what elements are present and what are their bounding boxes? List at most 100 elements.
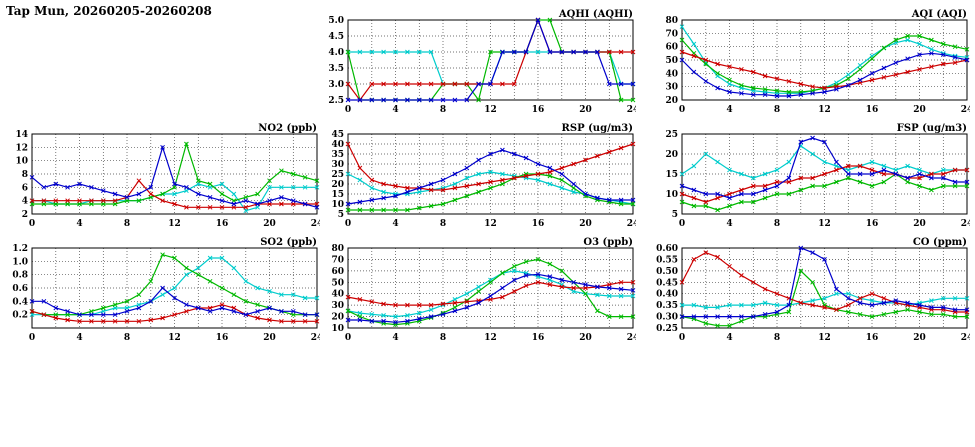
x-tick-label: 24 bbox=[311, 333, 320, 343]
x-tick-label: 24 bbox=[961, 219, 970, 229]
red-series-markers bbox=[345, 279, 636, 308]
y-tick-label: 70 bbox=[665, 29, 678, 39]
y-tick-label: 0.45 bbox=[656, 278, 678, 288]
x-tick-label: 0 bbox=[29, 219, 35, 229]
y-tick-label: 30 bbox=[665, 83, 678, 93]
x-tick-label: 16 bbox=[532, 219, 545, 229]
x-tick-label: 20 bbox=[913, 219, 926, 229]
x-tick-label: 20 bbox=[263, 219, 276, 229]
red-series-markers bbox=[29, 302, 320, 324]
y-tick-label: 40 bbox=[665, 69, 678, 79]
y-tick-label: 12 bbox=[15, 143, 28, 153]
so2-title: SO2 (ppb) bbox=[260, 237, 317, 248]
y-tick-label: 10 bbox=[15, 157, 28, 167]
chart-o3: 102030405060708004812162024O3 (ppb) bbox=[316, 236, 639, 348]
y-tick-label: 14 bbox=[15, 130, 28, 140]
y-tick-label: 5.0 bbox=[328, 16, 344, 26]
y-tick-label: 0.60 bbox=[656, 244, 678, 254]
x-tick-label: 24 bbox=[627, 219, 636, 229]
x-tick-label: 12 bbox=[484, 105, 497, 115]
y-tick-label: 30 bbox=[331, 301, 344, 311]
x-tick-label: 20 bbox=[263, 333, 276, 343]
fsp-title: FSP (ug/m3) bbox=[897, 123, 967, 134]
x-tick-label: 8 bbox=[440, 105, 446, 115]
aqi-plot-svg: 20 30 40 50 60 70 80 0 4 8 12 16 20 24 AQI (AQI) bbox=[665, 9, 973, 115]
y-tick-label: 4 bbox=[22, 197, 28, 207]
x-tick-label: 16 bbox=[866, 219, 879, 229]
y-tick-label: 40 bbox=[331, 290, 344, 300]
x-tick-label: 8 bbox=[124, 333, 130, 343]
chart-aqhi: 2.5 3.0 3.5 4.0 4.5 5.0 0 4 8 12 16 20 24 AQHI (AQHI) bbox=[316, 8, 639, 120]
x-tick-label: 20 bbox=[913, 333, 926, 343]
co-title: CO (ppm) bbox=[913, 237, 967, 248]
y-tick-label: 80 bbox=[665, 16, 678, 26]
y-tick-label: 0.8 bbox=[12, 271, 28, 281]
y-tick-label: 3.5 bbox=[328, 64, 344, 74]
aqhi-title: AQHI (AQHI) bbox=[558, 9, 633, 20]
x-tick-label: 8 bbox=[124, 219, 130, 229]
blue-series-markers bbox=[679, 135, 970, 201]
y-tick-label: 0.25 bbox=[656, 324, 678, 334]
x-tick-label: 12 bbox=[168, 219, 181, 229]
y-tick-label: 45 bbox=[331, 130, 344, 140]
x-tick-label: 0 bbox=[679, 219, 685, 229]
x-tick-label: 4 bbox=[392, 105, 398, 115]
red-series-markers bbox=[679, 250, 970, 315]
x-tick-label: 0 bbox=[345, 105, 351, 115]
y-tick-label: 0.50 bbox=[656, 267, 678, 277]
x-tick-label: 8 bbox=[774, 105, 780, 115]
no2-title: NO2 (ppb) bbox=[258, 123, 317, 134]
y-tick-label: 15 bbox=[665, 170, 678, 180]
green-series-markers bbox=[29, 141, 320, 207]
x-tick-label: 4 bbox=[392, 333, 398, 343]
plot-frame bbox=[347, 247, 634, 329]
x-tick-label: 12 bbox=[484, 219, 497, 229]
y-tick-label: 60 bbox=[665, 43, 678, 53]
x-tick-label: 4 bbox=[726, 333, 732, 343]
blue-series-markers bbox=[679, 245, 970, 319]
blue-series-markers bbox=[29, 144, 320, 210]
fsp-plot-svg: 5 10 15 20 25 0 4 8 12 16 20 24 FSP (ug/m3) bbox=[665, 123, 973, 229]
aqhi-plot-svg: 2.5 3.0 3.5 4.0 4.5 5.0 0 4 8 12 16 20 24 AQHI (AQHI) bbox=[328, 9, 639, 115]
x-tick-label: 24 bbox=[311, 219, 320, 229]
x-tick-label: 12 bbox=[818, 219, 831, 229]
red-series-markers bbox=[345, 141, 636, 193]
y-tick-label: 1.2 bbox=[12, 244, 28, 254]
chart-fsp: 5 10 15 20 25 0 4 8 12 16 20 24 FSP (ug/m3) bbox=[650, 122, 973, 234]
plot-frame bbox=[31, 133, 318, 215]
blue-series-markers bbox=[345, 271, 636, 325]
no2-plot-svg: 246810121404812162024NO2 (ppb) bbox=[15, 123, 323, 229]
y-tick-label: 8 bbox=[22, 170, 28, 180]
x-tick-label: 8 bbox=[440, 219, 446, 229]
y-tick-label: 0.6 bbox=[12, 284, 28, 294]
chart-so2: 0.2 0.4 0.6 0.8 1.0 1.2 0 4 8 12 16 20 24 SO2 (ppb) bbox=[0, 236, 323, 348]
plot-frame bbox=[681, 247, 968, 329]
chart-co: 0.25 0.30 0.35 0.40 0.45 0.50 0.55 0.60 0 4 8 12 16 2… bbox=[650, 236, 973, 348]
y-tick-label: 0.30 bbox=[656, 313, 678, 323]
x-tick-label: 8 bbox=[774, 333, 780, 343]
y-tick-label: 5 bbox=[672, 210, 678, 220]
x-tick-label: 4 bbox=[726, 105, 732, 115]
y-tick-label: 80 bbox=[331, 244, 344, 254]
x-tick-label: 24 bbox=[961, 105, 970, 115]
o3-title: O3 (ppb) bbox=[583, 237, 633, 248]
x-tick-label: 16 bbox=[866, 333, 879, 343]
x-tick-label: 24 bbox=[627, 333, 636, 343]
x-tick-label: 8 bbox=[774, 219, 780, 229]
blue-series-markers bbox=[345, 147, 636, 207]
y-tick-label: 0.40 bbox=[656, 290, 678, 300]
green-series-markers bbox=[679, 171, 970, 213]
y-tick-label: 3.0 bbox=[328, 80, 344, 90]
y-tick-label: 50 bbox=[665, 56, 678, 66]
y-tick-label: 5 bbox=[338, 210, 344, 220]
blue-series-markers bbox=[679, 50, 970, 99]
aqi-title: AQI (AQI) bbox=[911, 9, 967, 20]
x-tick-label: 4 bbox=[76, 219, 82, 229]
y-tick-label: 0.55 bbox=[656, 255, 678, 265]
x-tick-label: 16 bbox=[216, 219, 229, 229]
y-tick-label: 2.5 bbox=[328, 96, 344, 106]
y-tick-label: 6 bbox=[22, 183, 28, 193]
cyan-series-markers bbox=[679, 143, 970, 181]
y-tick-label: 30 bbox=[331, 160, 344, 170]
y-tick-label: 4.0 bbox=[328, 48, 344, 58]
